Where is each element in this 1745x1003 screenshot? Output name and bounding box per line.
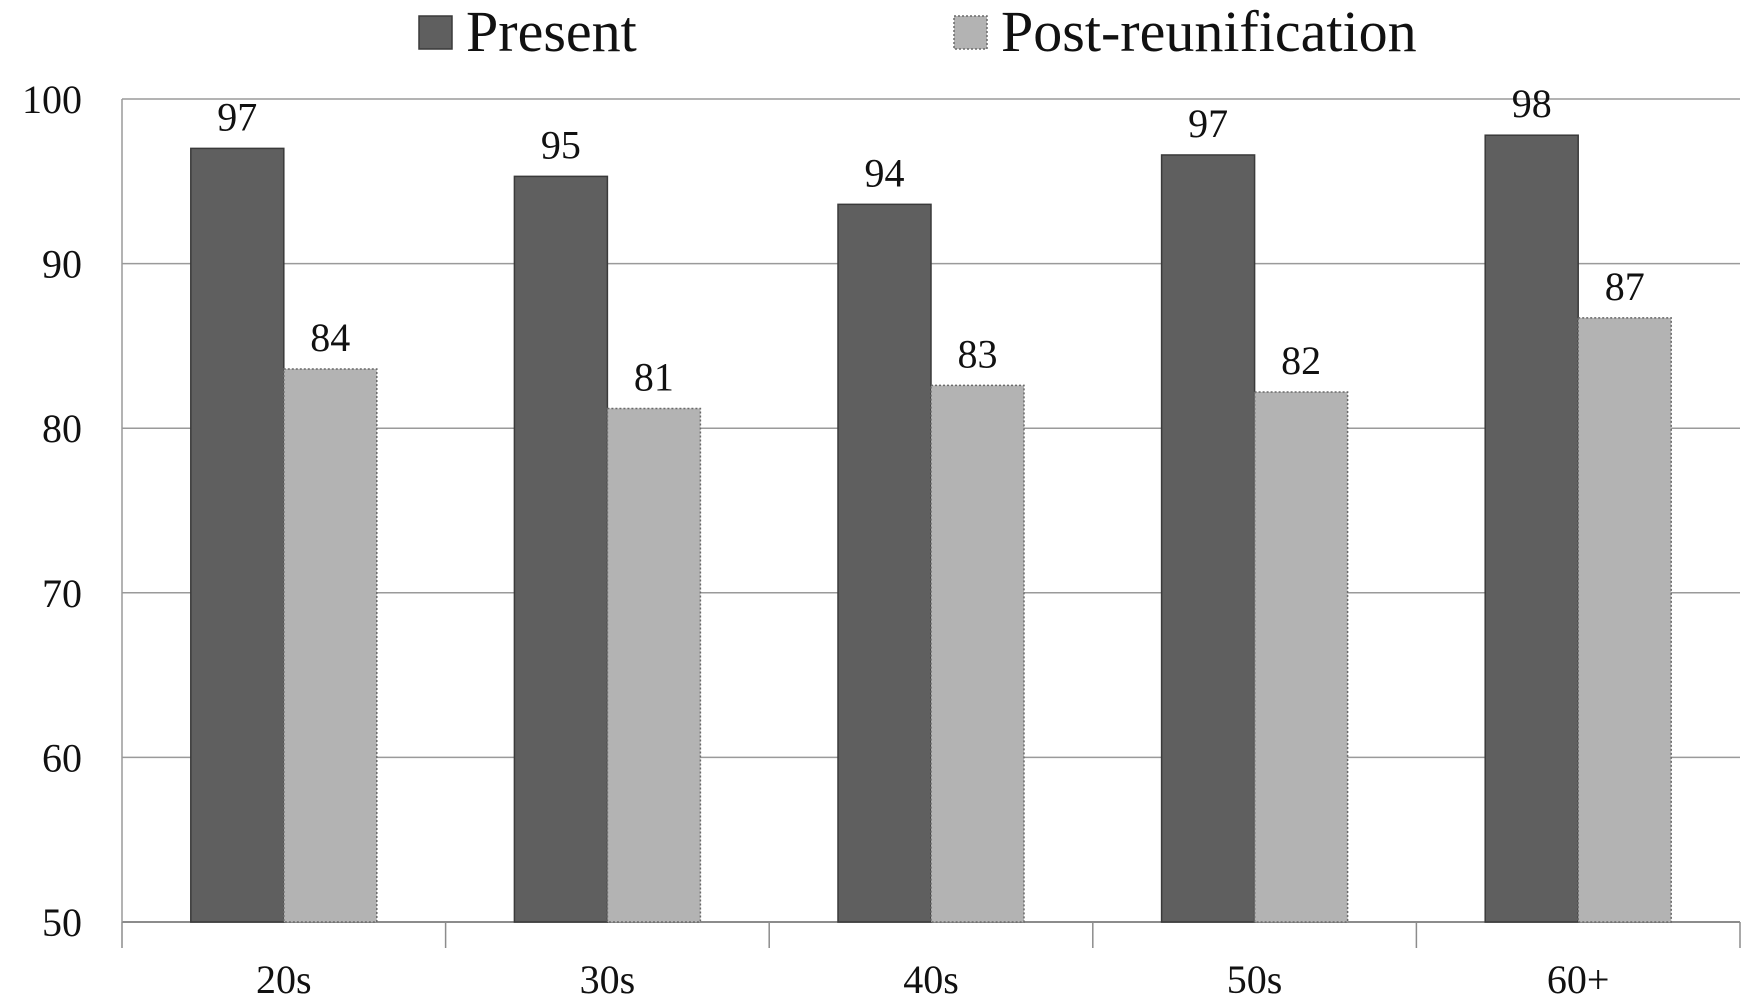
- data-label: 95: [541, 122, 581, 167]
- x-tick-label: 30s: [580, 957, 636, 998]
- y-tick-label: 50: [42, 900, 82, 945]
- y-tick-label: 70: [42, 571, 82, 616]
- data-label: 87: [1605, 264, 1645, 309]
- bar-post-reunification: [283, 368, 378, 923]
- data-label: 98: [1512, 81, 1552, 126]
- bar-post-reunification: [1577, 317, 1672, 923]
- bar-present: [1160, 154, 1256, 923]
- legend-swatch-post-reunification: [953, 15, 988, 50]
- bars: [190, 134, 1672, 923]
- y-tick-label: 80: [42, 406, 82, 451]
- x-tick-label: 50s: [1227, 957, 1283, 998]
- bar-present: [190, 147, 285, 923]
- data-labels: 97 84 95 81 94 83 97 82 98 87: [217, 81, 1644, 399]
- legend-label: Present: [466, 0, 637, 64]
- bar-present: [513, 175, 609, 923]
- bar-present: [837, 203, 932, 923]
- data-label: 84: [310, 315, 350, 360]
- y-tick-label: 90: [42, 242, 82, 287]
- bar-post-reunification: [606, 407, 702, 923]
- data-label: 81: [634, 354, 674, 399]
- y-tick-label: 100: [22, 77, 82, 122]
- data-label: 97: [217, 94, 257, 139]
- data-label: 83: [958, 331, 998, 376]
- bar-present: [1484, 134, 1579, 923]
- legend-swatch-present: [418, 15, 453, 50]
- x-tick-label: 20s: [256, 957, 312, 998]
- bar-post-reunification: [1253, 391, 1349, 923]
- legend: Present Post-reunification: [418, 0, 1417, 64]
- data-label: 94: [865, 150, 905, 195]
- x-tick-label: 40s: [903, 957, 959, 998]
- x-axis: 20s 30s 40s 50s 60+: [121, 922, 1741, 1002]
- legend-label: Post-reunification: [1001, 0, 1417, 64]
- bar-post-reunification: [930, 384, 1025, 923]
- x-tick-label: 60+: [1547, 957, 1610, 998]
- data-label: 82: [1281, 338, 1321, 383]
- y-tick-label: 60: [42, 735, 82, 780]
- y-axis: 50 60 70 80 90 100: [22, 77, 123, 945]
- data-label: 97: [1188, 101, 1228, 146]
